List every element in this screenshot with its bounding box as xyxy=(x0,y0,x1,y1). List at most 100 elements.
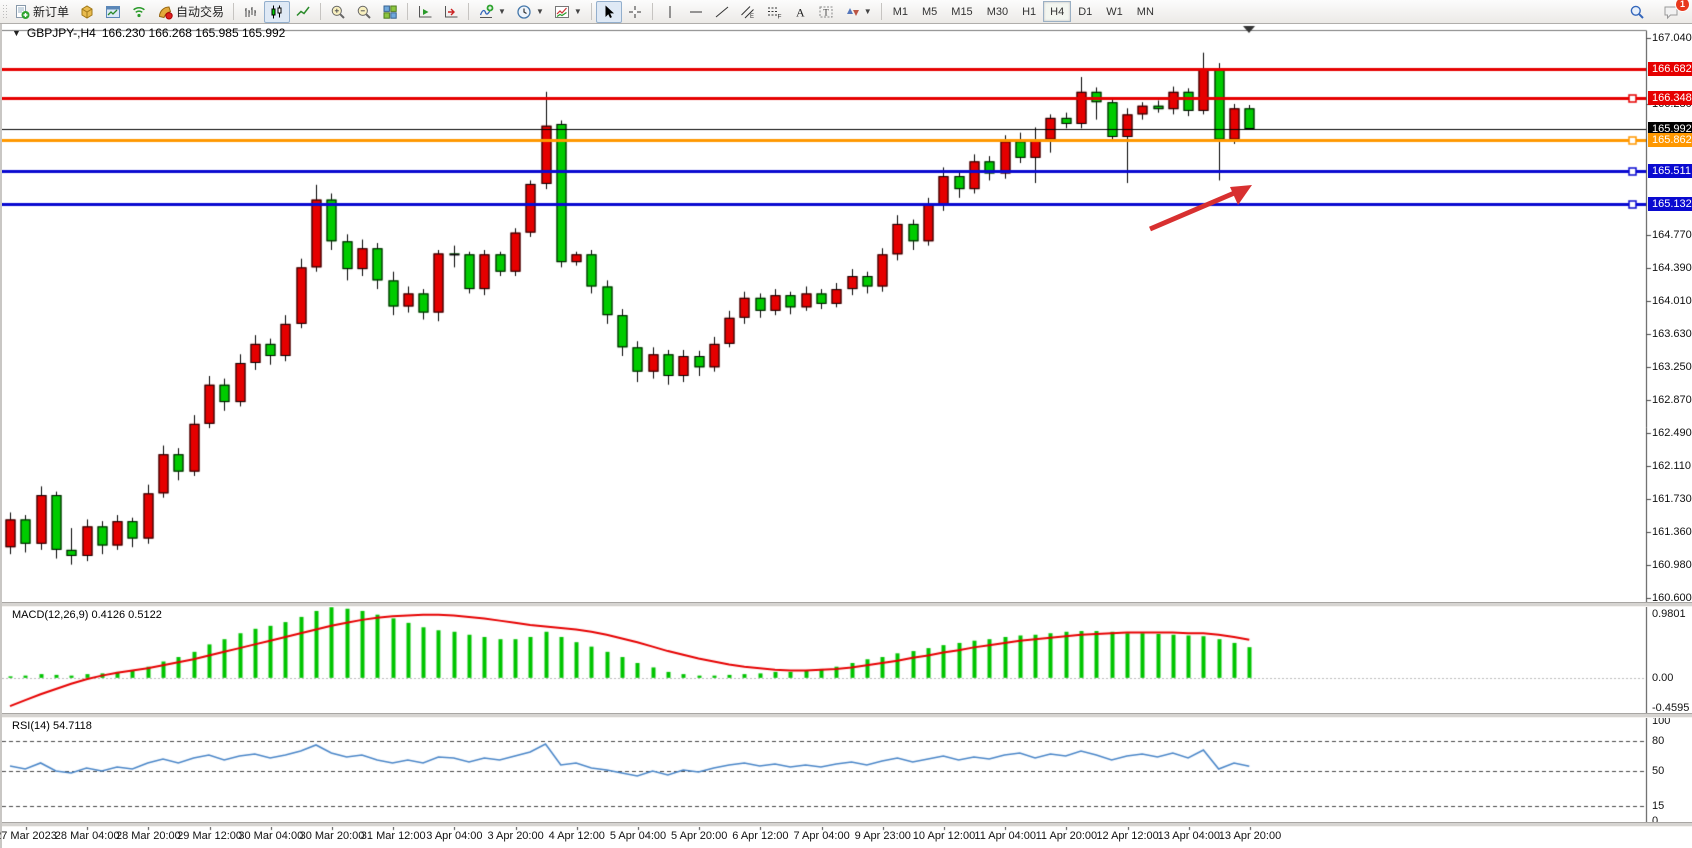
timeframe-button-m30[interactable]: M30 xyxy=(986,5,1009,18)
date-label[interactable]: 3 Apr 20:00 xyxy=(487,830,544,842)
rsi-axis-tick: 15 xyxy=(1652,800,1665,812)
price-tick: 162.110 xyxy=(1652,460,1691,473)
line-chart-button[interactable] xyxy=(290,1,316,23)
timeframe-button-m1[interactable]: M1 xyxy=(892,5,908,18)
equidistant-channel-button[interactable]: E xyxy=(735,1,761,23)
rsi-axis-tick: 80 xyxy=(1652,735,1665,747)
date-label[interactable]: 31 Mar 12:00 xyxy=(360,830,426,842)
svg-text:E: E xyxy=(750,14,754,20)
svg-text:F: F xyxy=(777,13,781,20)
price-level-badge: 166.682 xyxy=(1648,62,1692,77)
auto-trading-label: 自动交易 xyxy=(176,5,225,19)
panel-splitter[interactable] xyxy=(2,602,1692,607)
text-label-button[interactable]: T xyxy=(813,1,839,23)
zoom-out-button[interactable] xyxy=(351,1,377,23)
date-label[interactable]: 12 Apr 12:00 xyxy=(1096,830,1159,842)
zoom-in-icon xyxy=(330,4,346,20)
date-label[interactable]: 30 Mar 20:00 xyxy=(299,830,365,842)
signals-button[interactable] xyxy=(126,1,152,23)
cursor-button[interactable] xyxy=(595,0,622,23)
timeframe-button-h1[interactable]: H1 xyxy=(1022,5,1037,18)
date-label[interactable]: 29 Mar 12:00 xyxy=(177,830,243,842)
date-label[interactable]: 6 Apr 12:00 xyxy=(732,830,789,842)
trend-line-button[interactable] xyxy=(709,1,735,23)
text-button[interactable]: A xyxy=(787,1,813,23)
price-level-badge: 165.992 xyxy=(1648,121,1692,136)
timeframe-button-m15[interactable]: M15 xyxy=(951,5,973,18)
search-button[interactable] xyxy=(1624,1,1650,23)
svg-text:A: A xyxy=(796,5,805,19)
new-order-icon xyxy=(14,4,30,20)
price-tick: 161.730 xyxy=(1652,493,1692,506)
crosshair-icon xyxy=(627,4,643,20)
indicators-button[interactable]: ▼ xyxy=(473,1,511,23)
timeframe-button-w1[interactable]: W1 xyxy=(1106,5,1123,18)
date-label[interactable]: 28 Mar 20:00 xyxy=(115,830,181,842)
horizontal-line-button[interactable] xyxy=(683,1,709,23)
date-label[interactable]: 13 Apr 20:00 xyxy=(1218,830,1282,842)
bar-chart-button[interactable] xyxy=(238,1,264,23)
periods-button[interactable]: ▼ xyxy=(511,1,549,23)
auto-trading-button[interactable]: 自动交易 xyxy=(152,1,229,23)
date-label[interactable]: 9 Apr 23:00 xyxy=(854,830,911,842)
price-tick: 164.010 xyxy=(1652,295,1692,308)
rsi-indicator-label: RSI(14) 54.7118 xyxy=(12,720,92,732)
crosshair-button[interactable] xyxy=(622,1,648,23)
notification-count-badge: 1 xyxy=(1675,0,1690,12)
date-label[interactable]: 30 Mar 04:00 xyxy=(238,830,304,842)
main-toolbar: 新订单 自动交易 xyxy=(0,0,1692,24)
profiles-button[interactable] xyxy=(100,1,126,23)
zoom-in-button[interactable] xyxy=(325,1,351,23)
text-a-icon: A xyxy=(792,4,808,20)
date-label[interactable]: 11 Apr 20:00 xyxy=(1035,830,1098,842)
date-label[interactable]: 13 Apr 04:00 xyxy=(1157,830,1220,842)
date-label[interactable]: 5 Apr 04:00 xyxy=(609,830,667,842)
chart-title: ▼ GBPJPY-,H4 166.230 166.268 165.985 165… xyxy=(12,26,285,40)
market-watch-button[interactable] xyxy=(74,1,100,23)
horizontal-line-icon xyxy=(688,4,704,20)
date-label[interactable]: 11 Apr 04:00 xyxy=(974,830,1036,842)
new-order-label: 新订单 xyxy=(33,5,70,19)
arrows-button[interactable]: ▼ xyxy=(839,1,877,23)
date-label[interactable]: 7 Apr 04:00 xyxy=(793,830,850,842)
timeframe-button-mn[interactable]: MN xyxy=(1136,5,1154,18)
vertical-line-button[interactable] xyxy=(657,1,683,23)
tile-windows-icon xyxy=(382,4,398,20)
templates-button[interactable]: ▼ xyxy=(549,1,587,23)
date-label[interactable]: 5 Apr 20:00 xyxy=(671,830,728,842)
panel-splitter[interactable] xyxy=(2,822,1692,827)
toolbar-separator xyxy=(468,3,470,20)
candlestick-chart-button[interactable] xyxy=(264,0,291,23)
auto-scroll-button[interactable] xyxy=(412,1,438,23)
rsi-axis-tick: 0 xyxy=(1652,815,1659,827)
toolbar-drag-handle[interactable] xyxy=(2,3,7,20)
chart-window-icon xyxy=(105,4,121,20)
timeframe-button-m5[interactable]: M5 xyxy=(922,5,938,18)
notifications-button[interactable]: 1 xyxy=(1658,0,1690,23)
chart-shift-button[interactable] xyxy=(438,1,464,23)
macd-indicator-label: MACD(12,26,9) 0.4126 0.5122 xyxy=(12,609,162,621)
signal-icon xyxy=(131,4,147,20)
panel-splitter[interactable] xyxy=(2,713,1692,718)
date-label[interactable]: 10 Apr 12:00 xyxy=(912,830,976,842)
bar-chart-icon xyxy=(243,4,259,20)
date-label[interactable]: 27 Mar 2023 xyxy=(0,830,57,842)
price-tick: 162.870 xyxy=(1652,394,1692,407)
new-order-button[interactable]: 新订单 xyxy=(9,1,74,23)
fibonacci-button[interactable]: F xyxy=(761,1,787,23)
dropdown-caret-icon: ▼ xyxy=(573,7,582,16)
templates-icon xyxy=(554,4,570,20)
one-click-trading-expander-icon[interactable]: ▼ xyxy=(12,28,21,38)
rsi-axis-tick: 100 xyxy=(1652,715,1671,727)
date-label[interactable]: 28 Mar 04:00 xyxy=(54,830,120,842)
toolbar-separator xyxy=(407,3,409,20)
vertical-line-icon xyxy=(662,4,678,20)
tile-windows-button[interactable] xyxy=(377,1,403,23)
timeframe-button-h4[interactable]: H4 xyxy=(1043,1,1072,22)
chart-surface[interactable] xyxy=(2,24,1692,848)
macd-axis-tick: 0.9801 xyxy=(1652,608,1686,620)
date-label[interactable]: 4 Apr 12:00 xyxy=(548,830,605,842)
date-label[interactable]: 3 Apr 04:00 xyxy=(426,830,483,842)
price-tick: 162.490 xyxy=(1652,427,1692,440)
timeframe-button-d1[interactable]: D1 xyxy=(1078,5,1093,18)
